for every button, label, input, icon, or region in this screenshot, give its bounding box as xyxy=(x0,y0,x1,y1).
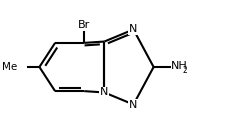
Text: Br: Br xyxy=(78,21,90,30)
Text: Me: Me xyxy=(2,62,17,72)
Text: N: N xyxy=(100,88,108,97)
Text: N: N xyxy=(129,25,137,34)
Text: N: N xyxy=(129,100,137,109)
Text: NH: NH xyxy=(170,61,187,71)
Text: 2: 2 xyxy=(181,66,186,75)
